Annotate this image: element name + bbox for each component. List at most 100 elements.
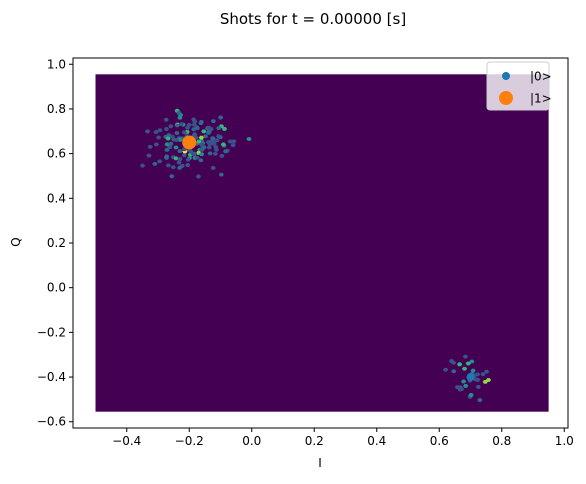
hexbin-cell <box>156 135 162 140</box>
hexbin-cell <box>221 127 228 131</box>
hexbin-cell <box>465 361 471 366</box>
hexbin-cell <box>216 126 222 131</box>
hexbin-cell <box>206 130 212 135</box>
hexbin-cell <box>207 151 213 156</box>
hexbin-cell <box>206 145 212 150</box>
hexbin-cell <box>198 120 204 124</box>
legend-label-state-1: |1> <box>530 92 552 106</box>
x-tick-label: 0.2 <box>305 434 324 448</box>
hexbin-cell <box>152 162 158 166</box>
y-tick-label: 0.8 <box>47 102 66 116</box>
legend-marker-state-0 <box>502 72 510 80</box>
hexbin-cell <box>230 143 236 148</box>
hexbin-cell <box>196 139 202 144</box>
legend: |0> |1> <box>486 61 552 111</box>
hexbin-cell <box>210 166 216 170</box>
hexbin-cell <box>207 142 213 146</box>
hexbin-cell <box>218 115 224 120</box>
hexbin-cell <box>220 142 226 147</box>
hexbin-cell <box>157 159 163 164</box>
hexbin-background <box>95 74 549 412</box>
hexbin-cell <box>231 139 237 144</box>
x-axis: −0.4 −0.2 0.0 0.2 0.4 0.6 0.8 1.0 <box>112 428 574 448</box>
hexbin-cell <box>165 163 171 168</box>
hexbin-cell <box>153 142 159 147</box>
data-point-state-1 <box>182 135 197 150</box>
hexbin-cell <box>199 152 205 157</box>
hexbin-cell <box>177 149 183 154</box>
hexbin-cell <box>191 122 197 127</box>
hexbin-cell <box>468 393 474 397</box>
hexbin-cell <box>483 369 490 374</box>
hexbin-cell <box>209 136 216 141</box>
hexbin-cell <box>185 157 191 162</box>
x-tick-label: 0.6 <box>430 434 449 448</box>
hexbin-cell <box>167 145 173 149</box>
hexbin-cell <box>174 131 180 135</box>
hexbin-cell <box>169 134 175 139</box>
hexbin-cell <box>451 369 457 374</box>
hexbin-cell <box>460 379 467 384</box>
hexbin-cell <box>480 372 486 377</box>
hexbin-cell <box>157 128 163 133</box>
hexbin-cell <box>210 119 216 124</box>
hexbin-cell <box>457 362 463 367</box>
hexbin-cell <box>181 153 187 158</box>
hexbin-cell <box>211 142 217 146</box>
hexbin-cell <box>450 360 457 365</box>
hexbin-cell <box>177 137 183 142</box>
hexbin-cell <box>174 123 180 128</box>
hexbin-cell <box>195 174 202 179</box>
hexbin-cell <box>192 133 198 138</box>
hexbin-cell <box>139 163 146 168</box>
chart-title: Shots for t = 0.00000 [s] <box>220 10 406 28</box>
hexbin-cell <box>461 366 468 371</box>
x-tick-label: 0.0 <box>242 434 261 448</box>
hexbin-cell <box>463 384 469 388</box>
y-axis: −0.6 −0.4 −0.2 0.0 0.2 0.4 0.6 0.8 1.0 <box>37 57 73 429</box>
hexbin-cell <box>186 122 192 127</box>
hexbin-cell <box>485 378 492 382</box>
hexbin-cell <box>462 354 469 359</box>
data-point-state-0 <box>466 373 475 382</box>
hexbin-cell <box>178 122 184 127</box>
hexbin-cell <box>177 157 183 161</box>
hexbin-cell <box>202 134 209 139</box>
legend-marker-state-1 <box>499 91 513 105</box>
hexbin-cell <box>176 110 182 115</box>
hexbin-cell <box>459 387 465 391</box>
hexbin-cell <box>198 135 204 140</box>
hexbin-cell <box>222 149 229 154</box>
hexbin-cell <box>227 139 233 144</box>
hexbin-cell <box>177 165 183 170</box>
hexbin-cell <box>194 126 200 131</box>
plot-area <box>72 57 569 429</box>
hexbin-cell <box>147 144 153 149</box>
hexbin-cell <box>188 149 194 154</box>
hexbin-cell <box>212 151 218 156</box>
hexbin-cell <box>206 125 212 130</box>
hexbin-cell <box>198 158 204 163</box>
hexbin-cell <box>213 145 219 149</box>
hexbin-cell <box>191 151 198 156</box>
hexbin-cell <box>475 385 481 389</box>
hexbin-cell <box>475 377 481 382</box>
hexbin-cell <box>192 119 198 124</box>
hexbin-cell <box>214 138 220 143</box>
hexbin-cell <box>170 165 176 170</box>
legend-label-state-0: |0> <box>530 70 552 84</box>
hexbin-cell <box>177 115 183 120</box>
hexbin-cell <box>168 124 174 129</box>
y-axis-label: Q <box>9 237 23 246</box>
hexbin-cell <box>469 359 475 364</box>
x-tick-label: −0.4 <box>112 434 141 448</box>
y-tick-label: 0.4 <box>47 191 66 205</box>
hexbin-cell <box>246 137 252 141</box>
hexbin-cell <box>164 142 170 147</box>
hexbin-cell <box>477 398 483 402</box>
hexbin-cell <box>173 156 179 161</box>
hexbin-cell <box>470 368 476 373</box>
hexbin-cell <box>169 174 175 179</box>
